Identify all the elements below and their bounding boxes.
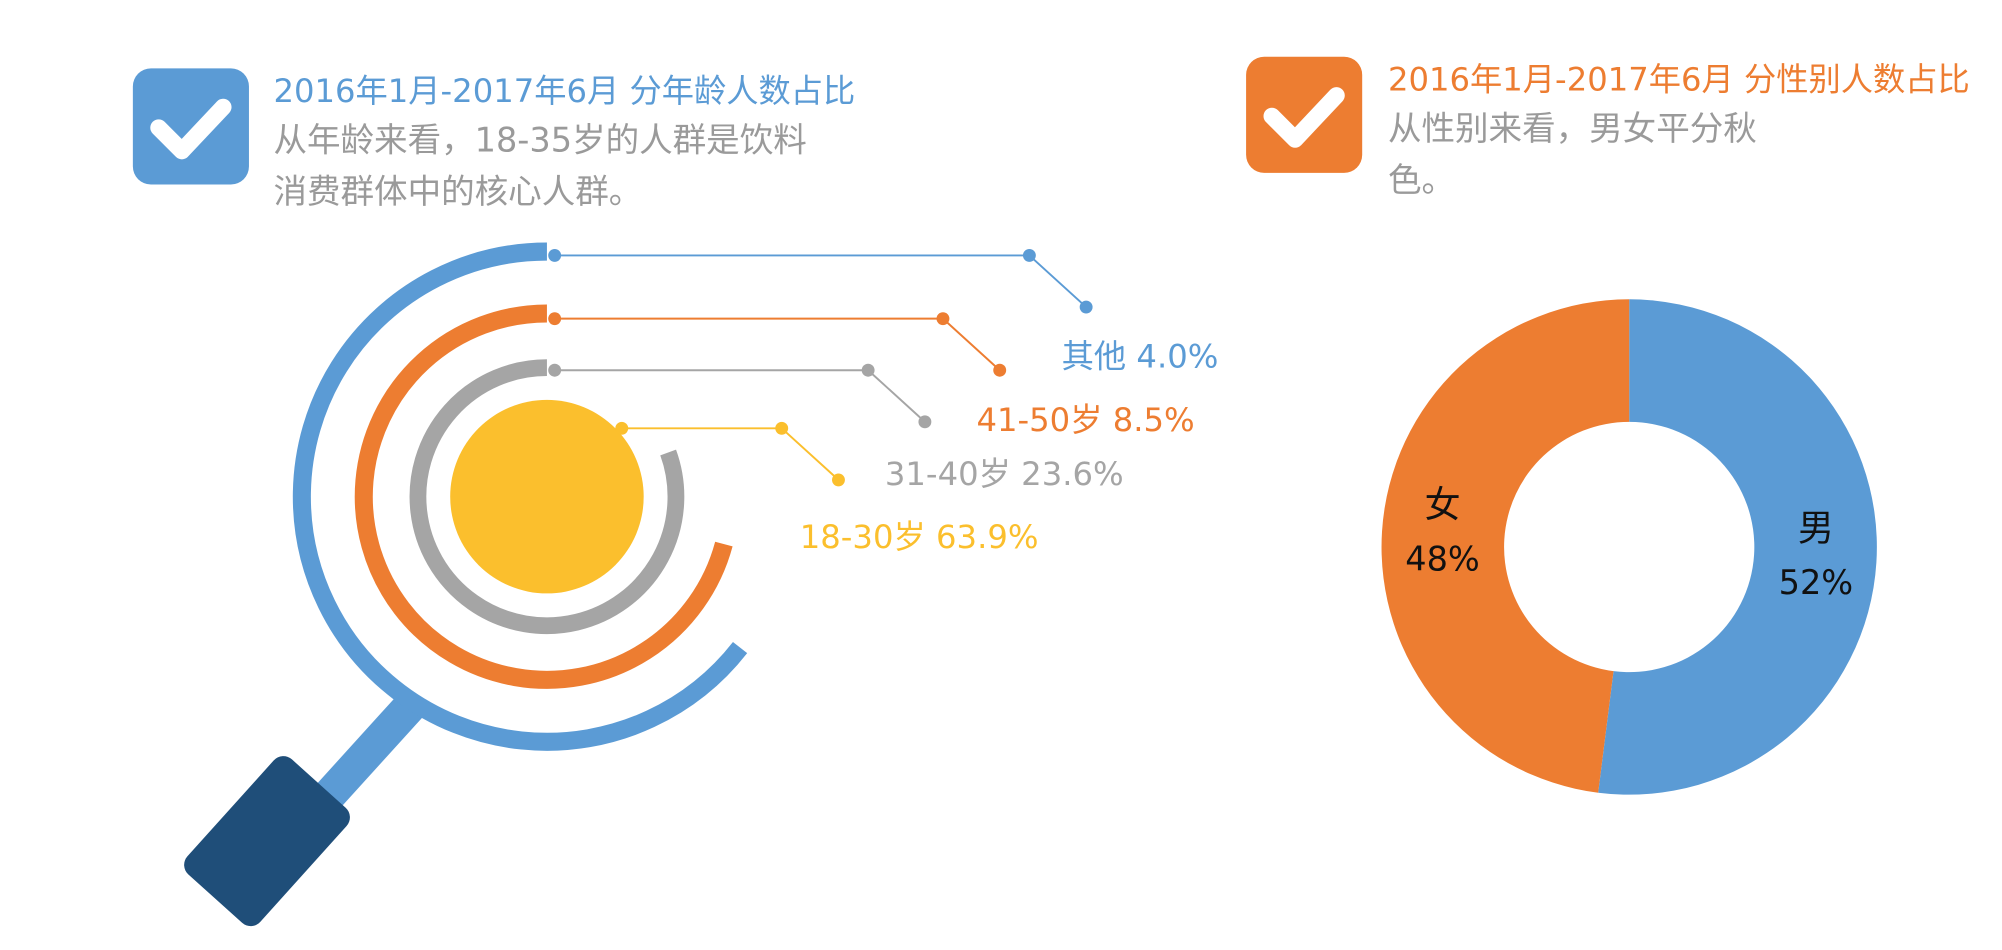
radial-disc (450, 399, 644, 594)
radial-arc (354, 304, 733, 689)
value-label: 4.0% (1136, 338, 1218, 376)
check-icon-box (132, 68, 249, 185)
leader-dot (918, 415, 932, 429)
category-label: 18-30岁 (800, 518, 926, 556)
donut-slice (1598, 299, 1877, 795)
data-label: 其他 4.0% (1062, 338, 1219, 376)
category-label: 其他 (1062, 338, 1126, 376)
category-label: 31-40岁 (885, 455, 1011, 493)
chart-subtitle: 消费群体中的核心人群。 (273, 172, 642, 211)
category-label: 41-50岁 (976, 401, 1102, 439)
leader-dot (1079, 300, 1093, 314)
leader-dot (861, 363, 875, 377)
slice-category: 女 (1424, 483, 1460, 526)
chart-subtitle: 色。 (1388, 160, 1455, 199)
value-label: 23.6% (1021, 455, 1123, 493)
chart-title: 2016年1月-2017年6月 分年龄人数占比 (273, 72, 855, 110)
leader-dot (775, 421, 789, 435)
data-label: 31-40岁 23.6% (885, 455, 1124, 493)
leader-line (554, 369, 926, 423)
value-label: 63.9% (936, 518, 1038, 556)
leader-line (554, 254, 1087, 308)
slice-value: 48% (1405, 540, 1480, 579)
check-icon-mark (150, 98, 232, 160)
leader-line (554, 317, 1001, 371)
leader-dot (936, 312, 950, 326)
donut-slice (1381, 299, 1630, 793)
leader-dot (548, 248, 562, 262)
leader-dot (832, 473, 845, 487)
chart-title: 2016年1月-2017年6月 分性别人数占比 (1388, 60, 1970, 98)
leader-dot (615, 421, 629, 435)
check-icon-box (1246, 56, 1363, 173)
data-label: 41-50岁 8.5% (976, 401, 1194, 439)
leader-dot (1022, 248, 1036, 262)
leader-line (621, 427, 840, 481)
slice-value: 52% (1779, 563, 1854, 602)
chart-subtitle: 从年龄来看，18-35岁的人群是饮料 (273, 120, 806, 159)
radial-arc (292, 242, 748, 751)
check-icon-mark (1263, 87, 1345, 148)
slice-category: 男 (1798, 506, 1834, 549)
leader-dot (548, 363, 562, 377)
value-label: 8.5% (1113, 401, 1195, 439)
radial-arc (409, 359, 685, 635)
magnifier-grip (184, 756, 350, 927)
leader-dot (993, 363, 1007, 377)
leader-dot (548, 312, 562, 326)
data-label: 18-30岁 63.9% (800, 518, 1039, 556)
chart-subtitle: 从性别来看，男女平分秋 (1388, 109, 1757, 148)
